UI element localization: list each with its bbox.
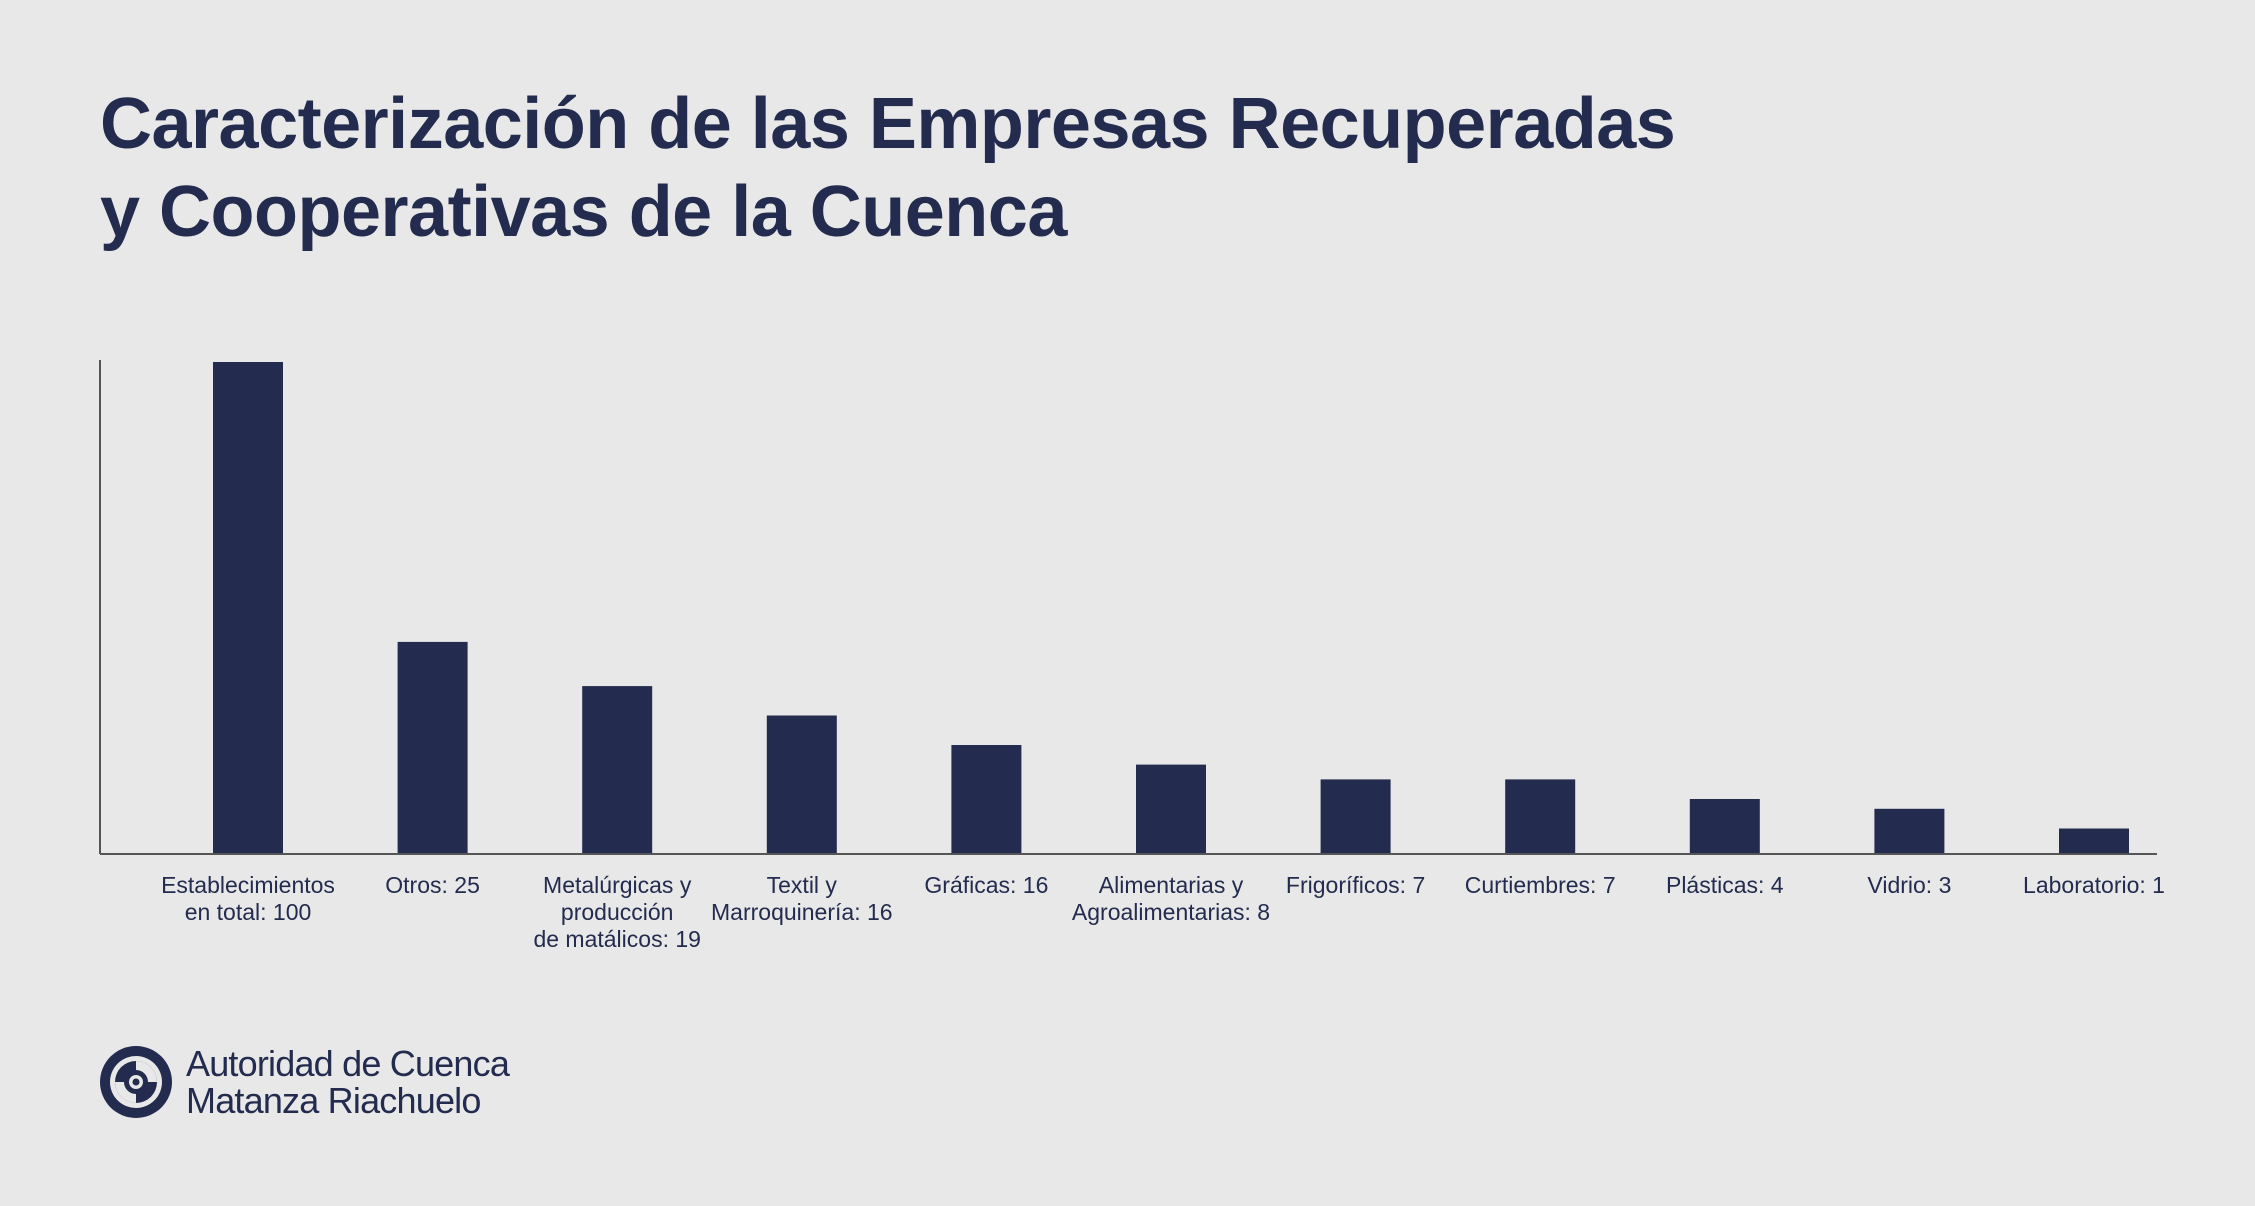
bar-0 [213,362,283,853]
category-label-0-line-0: Establecimientos [161,872,335,898]
bars-group [213,362,2129,854]
category-label-10: Laboratorio: 1 [2023,872,2165,898]
chart-title: Caracterización de las Empresas Recupera… [100,80,1676,256]
organization-name-line-2: Matanza Riachuelo [186,1080,481,1121]
organization-name: Autoridad de Cuenca Matanza Riachuelo [186,1043,510,1121]
category-label-8: Plásticas: 4 [1666,872,1784,898]
category-label-6: Frigoríficos: 7 [1286,872,1425,898]
category-label-5: Alimentarias y Agroalimentarias: 8 [1072,872,1270,925]
category-label-4: Gráficas: 16 [924,872,1048,898]
category-label-2-line-0: Metalúrgicas y [543,872,692,898]
category-label-1-line-0: Otros: 25 [385,872,480,898]
bar-2 [582,686,653,853]
category-label-5-line-1: Agroalimentarias: 8 [1072,899,1270,925]
bar-7 [1505,779,1576,853]
category-label-3-line-1: Marroquinería: 16 [711,899,893,925]
bar-8 [1689,799,1760,853]
acumar-logo-icon [100,1046,172,1118]
category-label-3: Textil y Marroquinería: 16 [711,872,893,925]
category-label-0: Establecimientos en total: 100 [161,872,335,925]
category-label-9: Vidrio: 3 [1867,872,1951,898]
bar-6 [1320,779,1391,853]
category-label-0-line-1: en total: 100 [185,899,312,925]
bar-1 [397,641,468,853]
chart-title-line-2: y Cooperativas de la Cuenca [100,172,1067,252]
category-label-6-line-0: Frigoríficos: 7 [1286,872,1425,898]
bar-3 [766,715,837,853]
category-label-7: Curtiembres: 7 [1465,872,1616,898]
category-label-2-line-1: producción [561,899,674,925]
category-label-2: Metalúrgicas y producción de matálicos: 19 [533,872,700,952]
category-label-3-line-0: Textil y [767,872,838,898]
category-label-10-line-0: Laboratorio: 1 [2023,872,2165,898]
category-labels-group: Establecimientos en total: 100 Otros: 25 Me… [161,872,2165,952]
bar-10 [2059,828,2129,854]
bar-4 [951,745,1022,853]
organization-logo: Autoridad de Cuenca Matanza Riachuelo [98,1043,510,1121]
chart-title-line-1: Caracterización de las Empresas Recupera… [100,84,1676,164]
bar-9 [1874,808,1945,853]
category-label-4-line-0: Gráficas: 16 [924,872,1048,898]
category-label-9-line-0: Vidrio: 3 [1867,872,1951,898]
category-label-7-line-0: Curtiembres: 7 [1465,872,1616,898]
organization-name-line-1: Autoridad de Cuenca [186,1043,510,1084]
category-label-2-line-2: de matálicos: 19 [533,926,700,952]
category-label-5-line-0: Alimentarias y [1099,872,1244,898]
category-label-8-line-0: Plásticas: 4 [1666,872,1784,898]
bar-5 [1136,764,1206,853]
category-label-1: Otros: 25 [385,872,480,898]
